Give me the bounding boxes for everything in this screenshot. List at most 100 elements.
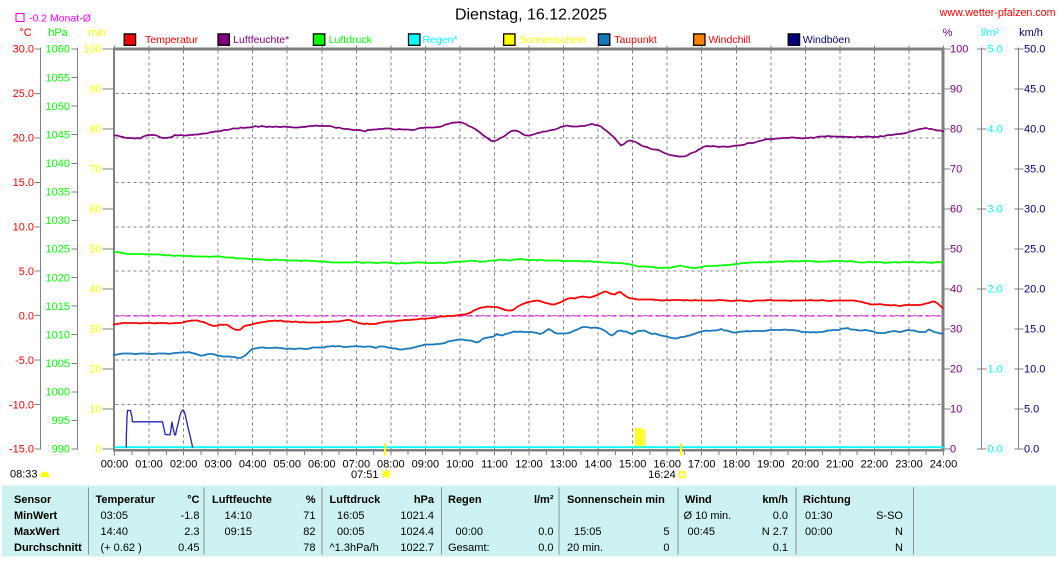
svg-text:90: 90 — [950, 84, 962, 96]
svg-text:Luftdruck: Luftdruck — [330, 494, 382, 506]
svg-text:Temperatur: Temperatur — [96, 494, 156, 506]
svg-text:Sonnenschein min: Sonnenschein min — [567, 494, 665, 506]
svg-text:1015: 1015 — [46, 301, 70, 313]
svg-text:l/m²: l/m² — [981, 27, 1000, 39]
svg-text:Dienstag, 16.12.2025: Dienstag, 16.12.2025 — [455, 7, 607, 24]
svg-text:71: 71 — [303, 510, 315, 522]
svg-text:1050: 1050 — [46, 101, 70, 113]
svg-text:50: 50 — [89, 244, 101, 256]
svg-text:Wind: Wind — [685, 494, 712, 506]
svg-text:km/h: km/h — [762, 494, 788, 506]
svg-text:08:33: 08:33 — [10, 469, 38, 481]
svg-text:60: 60 — [89, 204, 101, 216]
svg-text:5.0: 5.0 — [988, 44, 1003, 56]
svg-text:80: 80 — [950, 124, 962, 136]
svg-text:07:00: 07:00 — [343, 458, 371, 470]
svg-text:10: 10 — [89, 404, 101, 416]
svg-text:1022.7: 1022.7 — [400, 542, 434, 554]
svg-text:0.0: 0.0 — [988, 444, 1003, 456]
svg-text:20.0: 20.0 — [13, 133, 34, 145]
svg-text:1010: 1010 — [46, 329, 70, 341]
svg-text:1025: 1025 — [46, 244, 70, 256]
svg-text:Richtung: Richtung — [803, 494, 851, 506]
svg-text:1055: 1055 — [46, 72, 70, 84]
svg-text:Luftdruck: Luftdruck — [329, 34, 373, 46]
svg-text:-10.0: -10.0 — [9, 399, 34, 411]
svg-text:00:00: 00:00 — [805, 526, 833, 538]
svg-text:14:10: 14:10 — [225, 510, 253, 522]
svg-text:15.0: 15.0 — [1024, 324, 1045, 336]
svg-text:2.0: 2.0 — [988, 284, 1003, 296]
svg-text:N: N — [895, 526, 903, 538]
svg-text:Windböen: Windböen — [803, 34, 850, 46]
svg-text:17:00: 17:00 — [688, 458, 716, 470]
svg-text:22:00: 22:00 — [861, 458, 889, 470]
svg-text:12:00: 12:00 — [515, 458, 543, 470]
svg-text:5.0: 5.0 — [1024, 404, 1039, 416]
svg-text:0.1: 0.1 — [773, 542, 788, 554]
svg-text:100: 100 — [950, 44, 968, 56]
svg-text:0.0: 0.0 — [538, 542, 553, 554]
svg-text:Luftfeuchte: Luftfeuchte — [212, 494, 272, 506]
svg-text:00:00: 00:00 — [456, 526, 484, 538]
svg-text:0.0: 0.0 — [538, 526, 553, 538]
svg-text:Taupunkt: Taupunkt — [614, 34, 657, 46]
svg-text:80: 80 — [89, 124, 101, 136]
svg-text:995: 995 — [52, 415, 70, 427]
svg-text:MaxWert: MaxWert — [14, 526, 60, 538]
svg-text:°C: °C — [187, 494, 199, 506]
svg-text:0.0: 0.0 — [19, 310, 34, 322]
svg-text:50: 50 — [950, 244, 962, 256]
svg-text:1000: 1000 — [46, 387, 70, 399]
svg-text:Gesamt:: Gesamt: — [448, 542, 490, 554]
svg-text:82: 82 — [303, 526, 315, 538]
svg-text:hPa: hPa — [48, 27, 68, 39]
svg-text:-0.2 Monat-Ø: -0.2 Monat-Ø — [29, 13, 91, 25]
svg-text:3.0: 3.0 — [988, 204, 1003, 216]
svg-text:^1.3hPa/h: ^1.3hPa/h — [330, 542, 379, 554]
svg-text:0: 0 — [950, 444, 956, 456]
svg-text:0.0: 0.0 — [1024, 444, 1039, 456]
svg-text:03:00: 03:00 — [204, 458, 232, 470]
svg-text:20: 20 — [89, 364, 101, 376]
svg-text:1040: 1040 — [46, 158, 70, 170]
svg-text:15.0: 15.0 — [13, 177, 34, 189]
svg-text:00:45: 00:45 — [688, 526, 716, 538]
svg-text:60: 60 — [950, 204, 962, 216]
svg-text:25.0: 25.0 — [1024, 244, 1045, 256]
svg-text:hPa: hPa — [414, 494, 435, 506]
svg-text:30.0: 30.0 — [13, 44, 34, 56]
svg-text:16:00: 16:00 — [653, 458, 681, 470]
svg-text:05:00: 05:00 — [273, 458, 301, 470]
svg-text:1035: 1035 — [46, 187, 70, 199]
svg-text:-5.0: -5.0 — [15, 355, 34, 367]
svg-text:11:00: 11:00 — [481, 458, 508, 470]
svg-text:08:00: 08:00 — [377, 458, 405, 470]
svg-text:13:00: 13:00 — [550, 458, 578, 470]
svg-text:00:00: 00:00 — [101, 458, 129, 470]
svg-text:15:00: 15:00 — [619, 458, 647, 470]
svg-text:10.0: 10.0 — [13, 222, 34, 234]
svg-text:40: 40 — [950, 284, 962, 296]
svg-text:35.0: 35.0 — [1024, 164, 1045, 176]
svg-text:02:00: 02:00 — [170, 458, 198, 470]
svg-text:16:24: 16:24 — [648, 469, 676, 481]
svg-text:09:00: 09:00 — [412, 458, 440, 470]
svg-text:07:51: 07:51 — [351, 469, 379, 481]
svg-text:01:30: 01:30 — [805, 510, 833, 522]
svg-text:990: 990 — [52, 444, 70, 456]
svg-text:19:00: 19:00 — [757, 458, 785, 470]
svg-text:16:05: 16:05 — [337, 510, 365, 522]
svg-text:°C: °C — [19, 27, 31, 39]
svg-text:40.0: 40.0 — [1024, 124, 1045, 136]
svg-text:14:40: 14:40 — [101, 526, 129, 538]
svg-text:30: 30 — [950, 324, 962, 336]
svg-text:Regen*: Regen* — [423, 34, 458, 46]
svg-text:04:00: 04:00 — [239, 458, 267, 470]
svg-text:01:00: 01:00 — [135, 458, 163, 470]
svg-text:-15.0: -15.0 — [9, 444, 34, 456]
svg-text:0: 0 — [663, 542, 669, 554]
svg-text:1060: 1060 — [46, 44, 70, 56]
svg-text:09:15: 09:15 — [225, 526, 253, 538]
svg-text:1021.4: 1021.4 — [400, 510, 434, 522]
